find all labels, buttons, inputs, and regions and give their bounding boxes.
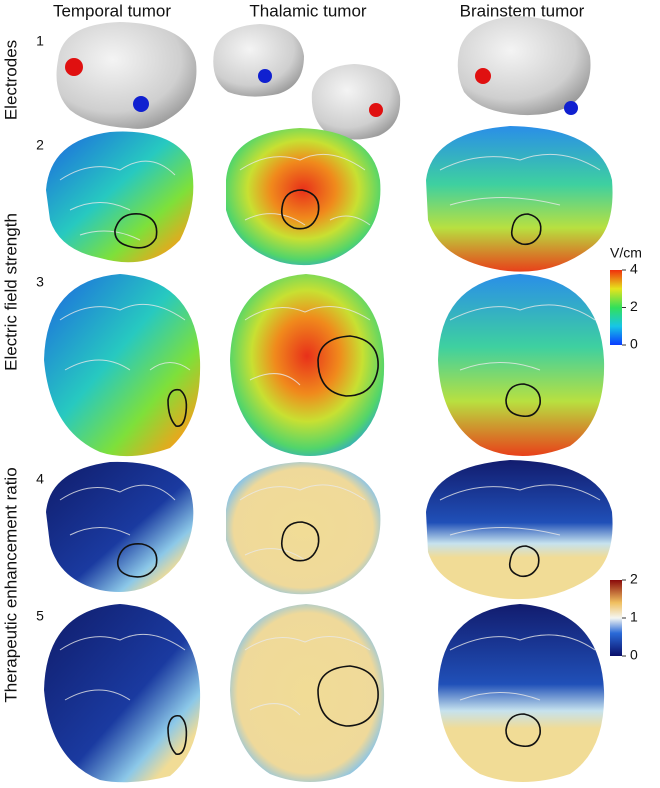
row-number: 1 (36, 33, 44, 49)
column-header: Thalamic tumor (249, 1, 366, 20)
row-number: 3 (36, 274, 44, 290)
row-number: 2 (36, 137, 44, 153)
column-header: Brainstem tumor (460, 1, 585, 20)
colorbar-unit: V/cm (610, 245, 642, 261)
ratio-map (44, 604, 605, 783)
field-map (46, 126, 613, 272)
head-model (56, 16, 591, 140)
ratio-map (46, 460, 613, 600)
colorbar-tick-label: 1 (630, 609, 638, 625)
row-number: 5 (36, 608, 44, 624)
side-label: Electric field strength (1, 213, 20, 371)
side-label: Therapeutic enhancement ratio (1, 467, 20, 702)
side-label: Electrodes (1, 40, 20, 120)
colorbar-tick-label: 2 (630, 298, 638, 314)
colorbar-tick-label: 0 (630, 336, 638, 352)
field-map (44, 274, 605, 457)
colorbar-tick-label: 2 (630, 571, 638, 587)
colorbar (610, 580, 622, 656)
colorbar-tick-label: 0 (630, 647, 638, 663)
colorbar-tick-label: 4 (630, 261, 638, 277)
row-number: 4 (36, 471, 44, 487)
colorbar (610, 270, 622, 345)
column-header: Temporal tumor (53, 1, 171, 20)
